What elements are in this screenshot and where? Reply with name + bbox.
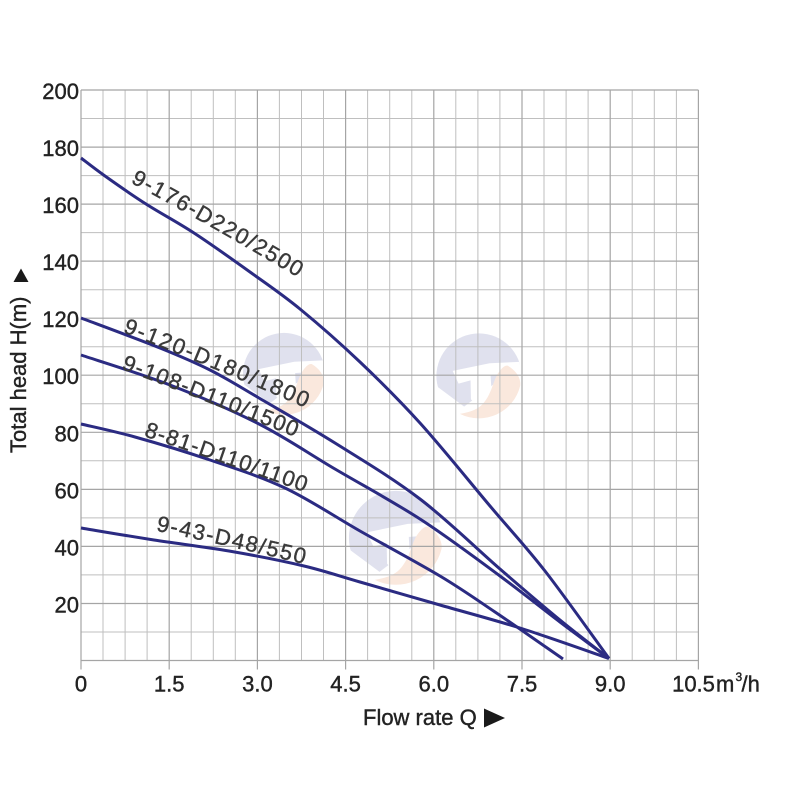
svg-text:40: 40 <box>55 536 79 561</box>
svg-text:120: 120 <box>42 307 79 332</box>
svg-text:Flow rate Q: Flow rate Q <box>363 705 477 730</box>
svg-text:20: 20 <box>55 593 79 618</box>
svg-text:1.5: 1.5 <box>154 672 185 697</box>
svg-text:7.5: 7.5 <box>507 672 538 697</box>
svg-text:80: 80 <box>55 421 79 446</box>
svg-text:m: m <box>716 672 734 697</box>
svg-text:4.5: 4.5 <box>330 672 361 697</box>
svg-text:200: 200 <box>42 79 79 104</box>
svg-text:/h: /h <box>742 672 760 697</box>
svg-text:180: 180 <box>42 136 79 161</box>
svg-text:160: 160 <box>42 193 79 218</box>
svg-text:0: 0 <box>75 672 87 697</box>
svg-text:Total head H(m): Total head H(m) <box>6 296 31 453</box>
svg-text:6.0: 6.0 <box>419 672 450 697</box>
svg-text:60: 60 <box>55 478 79 503</box>
svg-text:3.0: 3.0 <box>242 672 273 697</box>
svg-text:3: 3 <box>736 670 743 684</box>
svg-text:9.0: 9.0 <box>595 672 626 697</box>
svg-text:10.5: 10.5 <box>672 672 715 697</box>
svg-text:100: 100 <box>42 364 79 389</box>
svg-text:140: 140 <box>42 250 79 275</box>
